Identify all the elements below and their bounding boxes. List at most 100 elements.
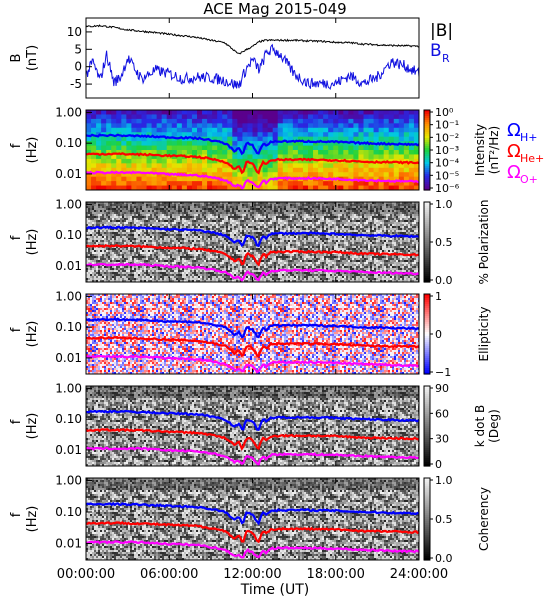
y-axis-label: f — [9, 419, 24, 424]
colorbar-kdotb — [423, 385, 431, 467]
cyclotron-line-o-panel-1 — [85, 170, 420, 190]
chart-title: ACE Mag 2015-049 — [203, 0, 347, 18]
colorbar-coherency — [423, 477, 431, 561]
x-tick-label: 12:00:00 — [223, 567, 281, 582]
y-tick-label: 0.10 — [55, 320, 82, 334]
cyclotron-line-he-panel-1 — [85, 152, 420, 175]
colorbar-tick-label: 10⁻³ — [435, 144, 459, 157]
y-tick-label: 1.00 — [55, 289, 82, 303]
legend-omega-he: Ω — [507, 141, 521, 162]
legend-omega-h: Ω — [507, 120, 521, 141]
colorbar-tick-label: −1 — [435, 366, 451, 379]
series-bmag — [85, 24, 420, 55]
colorbar-tick-label: 0.5 — [435, 236, 453, 249]
y-tick-label: 1.00 — [55, 381, 82, 395]
colorbar-label: (Deg) — [487, 409, 501, 443]
cyclotron-line-he-panel-4 — [85, 427, 420, 451]
colorbar-tick-label: 60 — [435, 407, 449, 420]
spectrogram-coherency — [86, 478, 419, 560]
cyclotron-line-he-panel-2 — [85, 244, 420, 267]
y-axis-label: B — [9, 54, 24, 63]
spectrogram-intensity — [86, 110, 420, 191]
colorbar-tick-label: 10⁻² — [435, 131, 459, 144]
y-tick-label: 10 — [67, 25, 82, 39]
colorbar-label: (nT²/Hz) — [487, 126, 501, 174]
y-tick-label: 0.01 — [55, 259, 82, 273]
colorbar-intensity — [423, 109, 431, 191]
colorbar-label: Coherency — [477, 487, 491, 551]
y-tick-label: 0 — [74, 60, 82, 74]
colorbar-tick-label: 10⁰ — [435, 106, 454, 119]
cyclotron-line-o-panel-3 — [85, 354, 420, 374]
x-axis-label: Time (UT) — [240, 582, 310, 598]
colorbar-tick-label: 0.5 — [435, 513, 453, 526]
colorbar-tick-label: 10⁻⁴ — [435, 157, 460, 170]
legend-omega-subscript: O+ — [520, 173, 538, 186]
legend-br-subscript: R — [442, 52, 450, 65]
series-br — [85, 43, 420, 90]
y-axis-label: (Hz) — [25, 413, 40, 440]
colorbar-polarization — [423, 201, 431, 283]
y-axis-label: f — [9, 143, 24, 148]
spectrogram-polarization — [86, 202, 419, 282]
colorbar-tick-label: 1.0 — [435, 474, 453, 487]
y-axis-label: f — [9, 512, 24, 517]
colorbar-tick-label: 0.0 — [435, 552, 453, 565]
colorbar-tick-label: 1 — [435, 290, 442, 303]
colorbar-label: Ellipticity — [477, 307, 491, 362]
cyclotron-line-he-panel-5 — [85, 520, 420, 544]
y-tick-label: 1.00 — [55, 197, 82, 211]
y-axis-label: (nT) — [25, 45, 40, 71]
x-tick-label: 18:00:00 — [307, 567, 365, 582]
spectrogram-kdotb — [86, 386, 419, 466]
colorbar-tick-label: 30 — [435, 433, 449, 446]
y-axis-label: (Hz) — [25, 321, 40, 348]
cyclotron-line-h-panel-3 — [85, 317, 420, 339]
colorbar-tick-label: 0 — [435, 328, 442, 341]
cyclotron-line-o-panel-4 — [85, 446, 420, 467]
y-tick-label: 1.00 — [55, 105, 82, 119]
y-axis-label: (Hz) — [25, 229, 40, 256]
y-tick-label: 0.10 — [55, 412, 82, 426]
cyclotron-line-o-panel-5 — [85, 540, 420, 559]
legend-br: B — [430, 41, 442, 61]
cyclotron-line-h-panel-4 — [85, 409, 420, 432]
colorbar-label: % Polarization — [477, 200, 491, 285]
colorbar-tick-label: 10⁻¹ — [435, 119, 459, 132]
y-tick-label: 5 — [74, 42, 82, 56]
cyclotron-line-h-panel-1 — [85, 133, 420, 156]
x-tick-label: 00:00:00 — [57, 567, 115, 582]
y-tick-label: 0.01 — [55, 351, 82, 365]
colorbar-label: Intensity — [473, 124, 487, 176]
y-tick-label: 0.01 — [55, 167, 82, 181]
colorbar-tick-label: 0 — [435, 458, 442, 471]
y-tick-label: 0.10 — [55, 228, 82, 242]
x-tick-label: 24:00:00 — [390, 567, 448, 582]
colorbar-ellipticity — [423, 293, 431, 375]
cyclotron-line-he-panel-3 — [85, 335, 420, 358]
y-axis-label: f — [9, 327, 24, 332]
cyclotron-line-o-panel-2 — [86, 262, 420, 283]
y-axis-label: (Hz) — [25, 137, 40, 164]
colorbar-tick-label: 1.0 — [435, 198, 453, 211]
x-tick-label: 06:00:00 — [140, 567, 198, 582]
colorbar-label: k dot B — [473, 405, 487, 447]
colorbar-tick-label: 10⁻⁶ — [435, 182, 460, 195]
colorbar-tick-label: 90 — [435, 382, 449, 395]
y-tick-label: 0.10 — [55, 136, 82, 150]
y-tick-label: 0.10 — [55, 505, 82, 519]
cyclotron-line-h-panel-2 — [85, 225, 420, 248]
legend-omega-subscript: H+ — [520, 131, 538, 144]
colorbar-tick-label: 0.0 — [435, 274, 453, 287]
cyclotron-line-h-panel-5 — [85, 501, 420, 526]
legend-bmag: |B| — [430, 21, 453, 41]
y-axis-label: (Hz) — [25, 506, 40, 533]
y-tick-label: 0.01 — [55, 443, 82, 457]
y-tick-label: 0.01 — [55, 537, 82, 551]
spectrogram-ellipticity — [86, 294, 419, 374]
y-tick-label: 1.00 — [55, 473, 82, 487]
colorbar-tick-label: 10⁻⁵ — [435, 169, 459, 182]
legend-omega-subscript: He+ — [520, 152, 544, 165]
y-axis-label: f — [9, 235, 24, 240]
y-tick-label: -5 — [70, 77, 82, 91]
